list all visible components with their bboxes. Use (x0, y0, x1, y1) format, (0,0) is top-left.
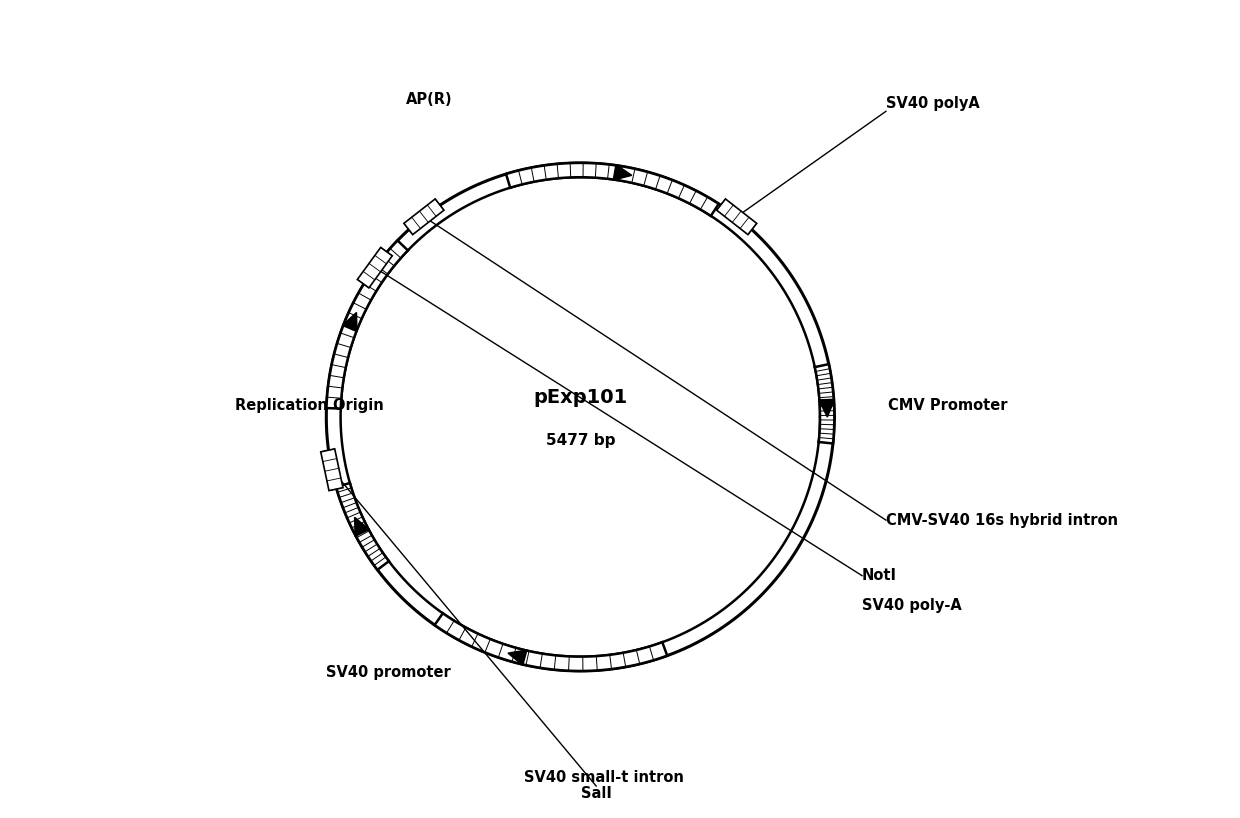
Text: Replication Origin: Replication Origin (236, 398, 383, 412)
Text: AP(R): AP(R) (405, 92, 453, 107)
Text: SV40 polyA: SV40 polyA (885, 97, 980, 111)
Text: pExp101: pExp101 (533, 388, 627, 407)
Polygon shape (326, 240, 408, 408)
Text: CMV Promoter: CMV Promoter (888, 398, 1008, 412)
Polygon shape (321, 449, 343, 491)
Text: SalI: SalI (580, 786, 611, 801)
Polygon shape (717, 199, 756, 235)
Text: NotI: NotI (862, 569, 897, 583)
Polygon shape (508, 650, 527, 665)
Polygon shape (336, 483, 389, 570)
Polygon shape (614, 164, 631, 180)
Text: 5477 bp: 5477 bp (546, 434, 615, 448)
Text: SV40 small-t intron: SV40 small-t intron (525, 771, 684, 785)
Text: SV40 promoter: SV40 promoter (326, 665, 451, 680)
Polygon shape (357, 247, 392, 288)
Polygon shape (404, 199, 444, 235)
Polygon shape (355, 517, 370, 537)
Text: SV40 poly-A: SV40 poly-A (862, 598, 962, 614)
Text: CMV-SV40 16s hybrid intron: CMV-SV40 16s hybrid intron (885, 513, 1118, 528)
Polygon shape (815, 364, 835, 443)
Polygon shape (506, 163, 719, 216)
Polygon shape (342, 312, 357, 331)
Polygon shape (434, 614, 667, 671)
Polygon shape (818, 399, 835, 417)
